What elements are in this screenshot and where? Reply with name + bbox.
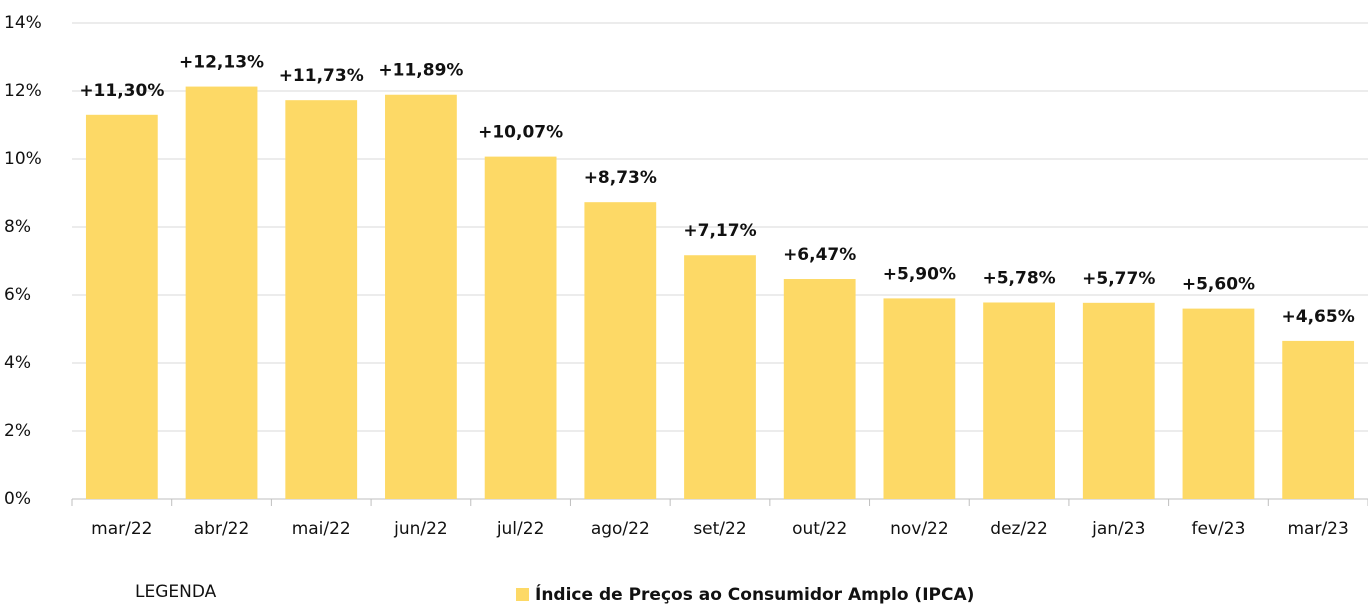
x-tick-label: ago/22 xyxy=(591,519,650,539)
bar xyxy=(783,279,856,499)
bar xyxy=(1082,302,1155,499)
bar xyxy=(385,94,457,500)
y-tick-label: 2% xyxy=(4,421,31,441)
bar xyxy=(684,255,756,499)
x-tick-label: dez/22 xyxy=(990,519,1048,539)
value-label: +5,78% xyxy=(982,268,1055,288)
bar xyxy=(983,302,1055,499)
legend-label: Índice de Preços ao Consumidor Amplo (IP… xyxy=(535,583,974,604)
y-tick-label: 4% xyxy=(4,353,31,373)
bar xyxy=(1282,340,1355,499)
value-label: +11,30% xyxy=(79,81,164,101)
x-tick-label: nov/22 xyxy=(890,519,949,539)
value-label: +7,17% xyxy=(683,221,756,241)
x-tick-label: jul/22 xyxy=(496,519,545,539)
x-tick-label: abr/22 xyxy=(194,519,250,539)
value-label: +8,73% xyxy=(584,168,657,188)
x-tick-label: mar/23 xyxy=(1287,519,1348,539)
bar xyxy=(185,86,258,499)
bar xyxy=(85,114,158,500)
y-tick-label: 0% xyxy=(4,489,31,509)
x-tick-label: jun/22 xyxy=(393,519,448,539)
bar xyxy=(584,202,657,499)
y-tick-label: 10% xyxy=(4,149,42,169)
legend-swatch xyxy=(516,588,529,601)
value-label: +11,89% xyxy=(378,61,463,81)
bar xyxy=(285,100,358,500)
value-label: +4,65% xyxy=(1282,307,1355,327)
value-label: +12,13% xyxy=(179,53,264,73)
y-tick-label: 14% xyxy=(4,13,42,33)
y-tick-label: 6% xyxy=(4,285,31,305)
bar xyxy=(484,156,557,499)
x-tick-label: out/22 xyxy=(792,519,847,539)
value-label: +10,07% xyxy=(478,123,563,143)
y-tick-label: 12% xyxy=(4,81,42,101)
x-tick-label: mai/22 xyxy=(292,519,351,539)
x-tick-label: fev/23 xyxy=(1192,519,1246,539)
y-tick-label: 8% xyxy=(4,217,31,237)
value-label: +11,73% xyxy=(279,66,364,86)
value-label: +6,47% xyxy=(783,245,856,265)
value-label: +5,60% xyxy=(1182,275,1255,295)
bar xyxy=(883,298,956,499)
x-tick-label: jan/23 xyxy=(1091,519,1145,539)
value-label: +5,77% xyxy=(1082,269,1155,289)
bar xyxy=(1182,308,1255,499)
x-tick-label: set/22 xyxy=(693,519,746,539)
legend-title: LEGENDA xyxy=(135,582,217,602)
x-tick-label: mar/22 xyxy=(91,519,152,539)
value-label: +5,90% xyxy=(883,264,956,284)
